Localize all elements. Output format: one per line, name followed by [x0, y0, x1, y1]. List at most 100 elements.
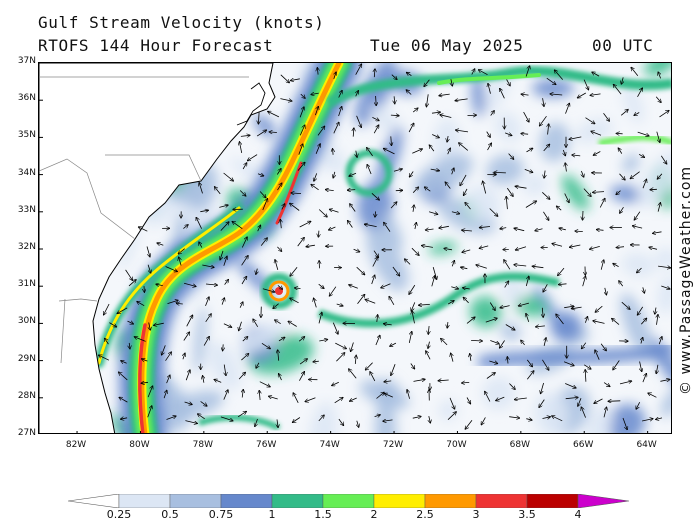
current-arrow: [120, 418, 128, 419]
current-arrow: [535, 326, 545, 327]
colorbar-segment: [373, 494, 426, 508]
current-arrow: [412, 108, 418, 113]
current-arrow: [523, 111, 530, 122]
current-arrow: [525, 201, 537, 208]
current-arrow: [558, 284, 567, 285]
current-arrow: [569, 136, 582, 140]
current-arrow: [105, 338, 109, 345]
current-arrow: [500, 88, 505, 99]
current-arrow: [118, 372, 128, 381]
current-arrow: [319, 339, 328, 341]
current-arrow: [525, 66, 530, 77]
current-arrow: [384, 393, 393, 398]
colorbar-segment: [271, 494, 324, 508]
current-arrow: [658, 203, 660, 212]
current-arrow: [525, 276, 529, 287]
current-arrow: [620, 109, 628, 116]
colorbar-over-triangle: [577, 494, 630, 508]
current-arrow: [641, 337, 643, 344]
current-arrow: [605, 287, 607, 295]
current-arrow: [277, 183, 282, 191]
current-arrow: [440, 115, 452, 118]
current-arrow: [98, 355, 110, 361]
latitude-label: 34N: [17, 167, 36, 178]
current-arrow: [350, 204, 356, 212]
current-arrow: [455, 130, 469, 132]
current-arrow: [376, 392, 385, 399]
current-arrow: [268, 396, 278, 400]
current-arrow: [409, 284, 416, 294]
current-arrow: [294, 288, 301, 289]
current-arrow: [594, 398, 603, 404]
current-arrow: [489, 208, 498, 217]
current-arrow: [569, 245, 581, 247]
current-arrow: [486, 373, 496, 379]
current-arrow: [618, 148, 623, 154]
current-arrow: [256, 268, 257, 275]
current-arrow: [374, 415, 381, 417]
current-arrow: [200, 401, 208, 406]
current-arrow: [205, 284, 218, 285]
current-arrow: [372, 117, 379, 120]
current-arrow: [432, 134, 439, 138]
current-arrow: [183, 225, 188, 229]
current-arrow: [232, 221, 243, 230]
current-arrow: [318, 312, 322, 324]
current-arrow: [242, 337, 248, 342]
current-arrow: [318, 209, 327, 218]
current-arrow: [315, 106, 318, 116]
current-arrow: [214, 379, 222, 383]
current-arrow: [104, 303, 110, 315]
current-arrow: [485, 318, 498, 323]
current-arrow: [365, 362, 373, 370]
current-arrow: [431, 112, 441, 113]
current-arrow: [407, 390, 410, 399]
current-arrow: [129, 342, 130, 349]
current-arrow: [224, 279, 229, 285]
current-arrow: [509, 417, 520, 418]
current-arrow: [444, 248, 453, 249]
current-arrow: [656, 418, 663, 420]
current-arrow: [478, 70, 488, 76]
current-arrow: [637, 267, 642, 273]
current-arrow: [544, 170, 545, 179]
map-title: Gulf Stream Velocity (knots): [38, 13, 325, 32]
current-arrow: [277, 285, 283, 289]
current-arrow: [290, 79, 300, 81]
current-arrow: [292, 417, 301, 423]
current-arrow: [612, 318, 620, 325]
current-arrow: [550, 94, 563, 95]
current-arrow: [613, 263, 619, 267]
current-arrow: [121, 361, 127, 364]
current-arrow: [223, 323, 232, 328]
current-arrow: [134, 337, 146, 342]
current-arrow: [565, 397, 579, 398]
current-arrow: [621, 301, 630, 309]
current-map[interactable]: [38, 62, 672, 434]
current-arrow: [462, 250, 471, 253]
current-arrow: [514, 398, 527, 400]
longitude-label: 64W: [636, 440, 657, 450]
colorbar-segment: [220, 494, 273, 508]
current-arrow: [521, 94, 529, 95]
longitude-label: 80W: [129, 440, 150, 450]
current-arrow: [593, 321, 605, 324]
current-arrow: [506, 187, 513, 196]
current-arrow: [224, 364, 226, 376]
current-arrow: [377, 315, 378, 322]
current-arrow: [374, 69, 375, 78]
current-arrow: [356, 115, 362, 128]
current-arrow: [521, 134, 529, 135]
current-arrow: [447, 322, 448, 328]
colorbar-tick-label: 1.5: [314, 508, 332, 521]
current-arrow: [448, 148, 451, 155]
current-arrow: [349, 172, 357, 176]
current-arrow: [147, 406, 152, 418]
current-arrow: [356, 150, 357, 158]
current-arrow: [364, 224, 377, 227]
current-arrow: [619, 381, 632, 385]
current-arrow: [542, 192, 550, 199]
colorbar-tick-label: 1: [268, 508, 276, 521]
current-arrow: [583, 210, 584, 220]
current-arrow: [298, 337, 305, 342]
